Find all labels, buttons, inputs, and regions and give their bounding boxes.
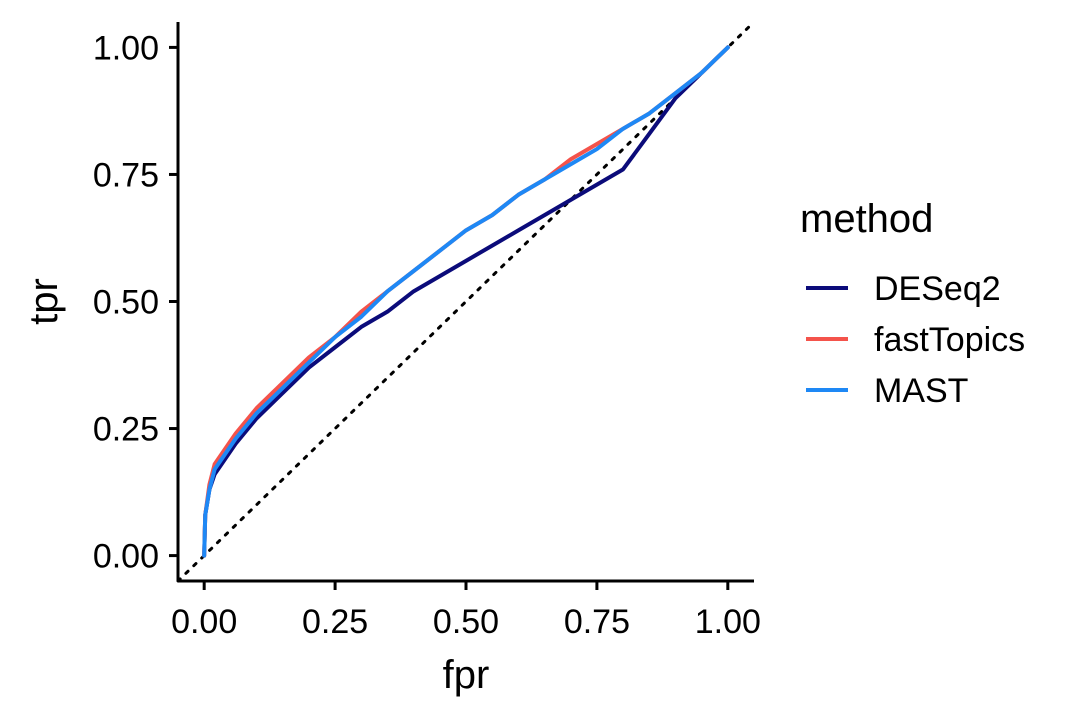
x-tick-label: 0.00 (171, 603, 237, 641)
y-tick-label: 0.75 (93, 156, 159, 194)
y-tick-label: 0.00 (93, 538, 159, 576)
y-tick-label: 0.25 (93, 411, 159, 449)
series-lines (202, 45, 730, 558)
x-tick-label: 0.25 (302, 603, 368, 641)
legend-label-mast: MAST (874, 372, 968, 410)
x-axis-title: fpr (443, 653, 490, 697)
legend-items: DESeq2 fastTopics MAST (806, 270, 1025, 410)
legend-label-deseq2: DESeq2 (874, 270, 1001, 308)
series-line-deseq2 (202, 45, 730, 558)
y-axis-title: tpr (22, 278, 66, 325)
x-tick-label: 0.75 (564, 603, 630, 641)
legend-label-fasttopics: fastTopics (874, 321, 1025, 359)
legend: method DESeq2 fastTopics MAST (800, 197, 1025, 410)
legend-title: method (800, 197, 933, 241)
x-axis-ticks: 0.00 0.25 0.50 0.75 1.00 (171, 581, 761, 641)
diagonal-reference-line (176, 20, 756, 583)
series-line-mast (202, 45, 730, 558)
x-tick-label: 0.50 (433, 603, 499, 641)
y-tick-label: 0.50 (93, 284, 159, 322)
plot-area (176, 20, 756, 583)
y-axis-ticks: 0.00 0.25 0.50 0.75 1.00 (93, 29, 178, 576)
x-tick-label: 1.00 (695, 603, 761, 641)
y-tick-label: 1.00 (93, 29, 159, 67)
